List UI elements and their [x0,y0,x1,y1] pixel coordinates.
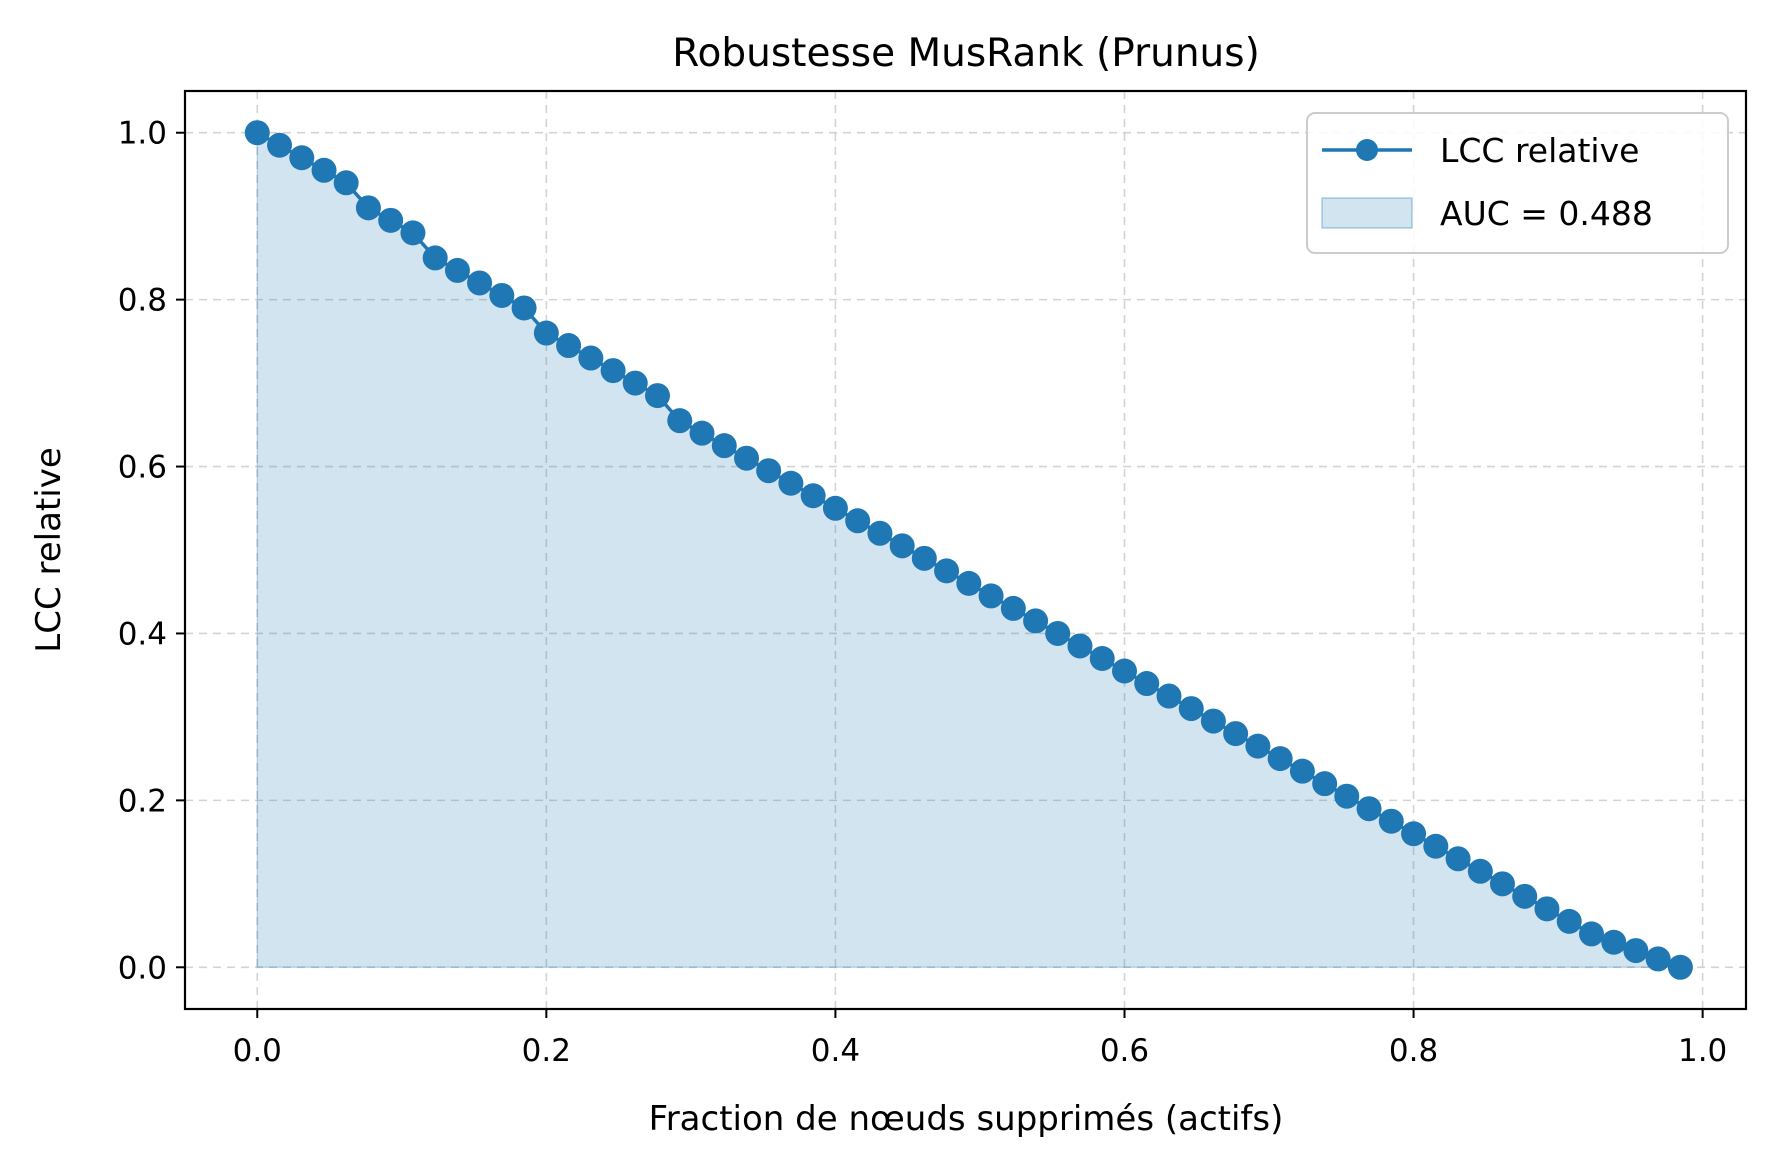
data-point-43 [1200,708,1226,734]
data-point-8 [422,245,448,271]
data-point-33 [978,583,1004,609]
data-point-51 [1378,808,1404,834]
data-point-45 [1245,733,1271,759]
legend-label-auc: AUC = 0.488 [1440,194,1653,233]
data-point-52 [1401,821,1427,847]
x-tick-label-5: 1.0 [1678,1033,1727,1069]
plot-frame [183,89,1748,1011]
y-tick-label-4: 0.8 [118,283,167,319]
data-point-38 [1089,645,1115,671]
data-point-46 [1267,746,1293,772]
data-point-40 [1134,671,1160,697]
legend-marker-swatch [1356,139,1378,161]
data-point-59 [1556,908,1582,934]
data-point-56 [1489,871,1515,897]
data-point-19 [667,408,693,434]
data-point-0 [244,120,270,146]
data-point-1 [267,132,293,158]
data-point-54 [1445,846,1471,872]
data-point-6 [378,207,404,233]
data-point-23 [756,458,782,484]
data-point-24 [778,470,804,496]
data-point-58 [1534,896,1560,922]
data-point-48 [1312,771,1338,797]
x-tick-label-3: 0.6 [1100,1033,1149,1069]
data-point-62 [1623,938,1649,964]
data-point-3 [311,157,337,183]
data-point-50 [1356,796,1382,822]
data-point-20 [689,420,715,446]
data-point-41 [1156,683,1182,709]
data-point-27 [845,508,871,534]
y-tick-label-5: 1.0 [118,116,167,152]
y-tick-label-1: 0.2 [118,783,167,819]
data-point-35 [1023,608,1049,634]
data-point-53 [1423,833,1449,859]
data-point-34 [1000,595,1026,621]
data-point-14 [556,333,582,359]
data-point-42 [1178,696,1204,722]
data-point-55 [1467,858,1493,884]
data-point-44 [1223,721,1249,747]
data-point-7 [400,220,426,246]
legend-fill-swatch [1321,197,1413,229]
data-point-28 [867,520,893,546]
data-point-25 [800,483,826,509]
data-point-47 [1289,758,1315,784]
data-point-64 [1667,954,1693,980]
x-axis-title: Fraction de nœuds supprimés (actifs) [649,1099,1284,1139]
data-point-60 [1578,921,1604,947]
data-point-2 [289,145,315,171]
data-point-10 [467,270,493,296]
data-point-21 [711,433,737,459]
data-point-9 [444,257,470,283]
data-point-30 [911,545,937,571]
data-point-31 [934,558,960,584]
data-point-4 [333,170,359,196]
x-axis-ticks: 0.0 0.2 0.4 0.6 0.8 1.0 [233,1009,1727,1069]
data-point-22 [734,445,760,471]
y-axis-ticks: 0.0 0.2 0.4 0.6 0.8 1.0 [118,116,185,986]
data-point-37 [1067,633,1093,659]
legend-label-lcc-relative: LCC relative [1440,131,1639,170]
data-point-39 [1111,658,1137,684]
legend: LCC relative AUC = 0.488 [1306,112,1729,254]
series-points [244,120,1693,980]
data-point-16 [600,358,626,384]
y-axis-title: LCC relative [29,447,69,652]
data-point-63 [1645,946,1671,972]
x-tick-label-0: 0.0 [233,1033,282,1069]
data-point-29 [889,533,915,559]
y-tick-label-3: 0.6 [118,450,167,486]
data-point-32 [956,570,982,596]
data-point-61 [1601,929,1627,955]
chart-title: Robustesse MusRank (Prunus) [672,31,1260,76]
data-point-49 [1334,783,1360,809]
data-point-13 [533,320,559,346]
data-point-26 [822,495,848,521]
data-point-18 [644,383,670,409]
data-point-15 [578,345,604,371]
data-point-12 [511,295,537,321]
legend-box [1306,112,1729,254]
data-point-5 [355,195,381,221]
data-point-57 [1512,883,1538,909]
x-tick-label-2: 0.4 [811,1033,860,1069]
x-tick-label-4: 0.8 [1389,1033,1438,1069]
x-tick-label-1: 0.2 [522,1033,571,1069]
data-point-36 [1045,620,1071,646]
data-point-17 [622,370,648,396]
data-point-11 [489,282,515,308]
y-tick-label-0: 0.0 [118,950,167,986]
y-tick-label-2: 0.4 [118,616,167,652]
